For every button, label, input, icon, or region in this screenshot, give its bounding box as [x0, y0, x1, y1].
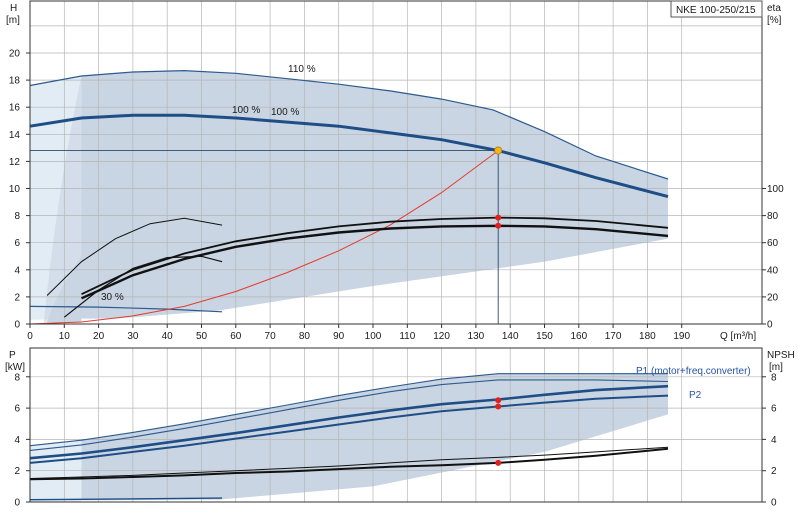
top-left-tick-label: 6	[14, 238, 20, 249]
power-p2-110	[29, 379, 669, 451]
bottom-chart-series	[29, 373, 669, 501]
x-tick-label: 0	[27, 331, 33, 342]
top-left-tick-label: 4	[14, 265, 20, 276]
top-right-tick-label: 100	[767, 184, 784, 195]
bottom-left-tick-label: 2	[14, 466, 20, 477]
power-curve-30	[29, 497, 223, 501]
x-tick-label: 40	[162, 331, 174, 342]
efficiency-point	[495, 222, 502, 229]
bottom-right-tick-label: 6	[771, 404, 777, 415]
bottom-right-axis-title: NPSH	[767, 350, 795, 361]
npsh-curve-110	[29, 446, 669, 479]
bottom-left-tick-label: 6	[14, 404, 20, 415]
efficiency-point	[495, 214, 502, 221]
top-right-tick-label: 60	[767, 238, 779, 249]
top-left-axis-title: H	[10, 3, 17, 14]
x-tick-label: 100	[365, 331, 382, 342]
top-right-tick-label: 0	[767, 320, 773, 331]
operating-points	[494, 146, 503, 466]
x-tick-label: 160	[570, 331, 587, 342]
npsh-curve-100	[29, 447, 669, 481]
top-left-tick-label: 8	[14, 211, 20, 222]
top-chart-region	[30, 70, 668, 323]
bottom-right-tick-label: 4	[771, 435, 777, 446]
top-left-tick-label: 16	[9, 103, 21, 114]
top-left-tick-label: 0	[14, 320, 20, 331]
bottom-right-axis-unit: [m]	[769, 362, 783, 373]
bottom-left-tick-label: 4	[14, 435, 20, 446]
x-tick-label: 90	[333, 331, 345, 342]
efficiency-curve-110	[81, 216, 669, 296]
efficiency-curve-100	[81, 224, 669, 300]
x-tick-label: 140	[502, 331, 519, 342]
top-left-tick-label: 2	[14, 292, 20, 303]
annotation-30-percent: 30 %	[101, 292, 124, 303]
bottom-left-axis-title: P	[9, 350, 16, 361]
power-p2-100	[29, 394, 669, 464]
bottom-left-tick-label: 8	[14, 372, 20, 383]
chart-axes: 0 10 20 30 40 50 60 70 80 90 100 110 120 130 140 150 160…	[9, 0, 784, 509]
bottom-left-tick-label: 0	[14, 498, 20, 509]
model-label-box	[670, 0, 763, 18]
efficiency-curve-30	[46, 217, 223, 296]
power-point	[495, 403, 502, 410]
top-right-tick-label: 80	[767, 211, 779, 222]
top-right-tick-label: 40	[767, 265, 779, 276]
head-curve-30	[29, 305, 223, 313]
top-chart-series	[29, 69, 669, 325]
bottom-plot-frame	[29, 347, 763, 503]
power-p1-110	[29, 373, 668, 447]
top-x-axis-label: Q [m³/h]	[720, 331, 756, 342]
x-tick-label: 60	[230, 331, 242, 342]
top-left-region-edge	[43, 76, 82, 323]
head-curve-100	[29, 113, 669, 199]
top-chart-grid	[29, 1, 762, 325]
top-right-axis-title: eta	[767, 3, 781, 14]
bottom-right-tick-label: 8	[771, 372, 777, 383]
efficiency-curve-low	[63, 255, 223, 318]
x-tick-label: 110	[399, 331, 415, 342]
x-tick-label: 190	[673, 331, 690, 342]
top-left-tick-label: 14	[9, 130, 21, 141]
x-tick-label: 70	[265, 331, 277, 342]
x-tick-label: 20	[93, 331, 105, 342]
top-left-tick-label: 10	[9, 184, 21, 195]
legend-p2: P2	[689, 390, 702, 401]
power-point	[495, 397, 502, 404]
power-point	[495, 459, 502, 466]
top-right-axis-unit: [%]	[767, 15, 782, 26]
x-tick-label: 180	[639, 331, 656, 342]
x-tick-label: 50	[196, 331, 208, 342]
bottom-left-axis-unit: [kW]	[5, 362, 25, 373]
top-left-tick-label: 20	[9, 49, 21, 60]
top-left-tick-label: 18	[9, 76, 21, 87]
annotation-100-percent-a: 100 %	[232, 105, 260, 116]
annotation-110-percent: 110 %	[288, 64, 316, 75]
model-label: NKE 100-250/215	[676, 5, 756, 16]
power-p1-100	[29, 384, 669, 460]
x-tick-label: 170	[605, 331, 622, 342]
top-right-tick-label: 20	[767, 292, 779, 303]
bottom-right-tick-label: 2	[771, 466, 777, 477]
top-left-tick-label: 12	[9, 157, 21, 168]
bottom-right-tick-label: 0	[771, 498, 777, 509]
x-tick-label: 130	[468, 331, 485, 342]
x-tick-label: 120	[433, 331, 450, 342]
legend-p1: P1 (motor+freq.converter)	[636, 366, 751, 377]
system-curve	[29, 150, 499, 325]
x-tick-label: 150	[536, 331, 553, 342]
annotation-100-percent-b: 100 %	[271, 107, 299, 118]
top-left-axis-unit: [m]	[6, 15, 20, 26]
duty-point	[494, 146, 503, 155]
top-operating-region	[47, 70, 668, 323]
x-tick-label: 30	[127, 331, 139, 342]
x-tick-label: 10	[59, 331, 71, 342]
head-curve-110	[29, 69, 669, 180]
x-tick-label: 80	[299, 331, 311, 342]
top-plot-frame	[29, 0, 763, 325]
